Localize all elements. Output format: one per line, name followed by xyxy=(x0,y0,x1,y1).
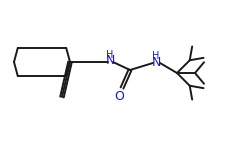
Text: H: H xyxy=(106,50,114,60)
Text: N: N xyxy=(105,55,115,68)
Text: N: N xyxy=(151,56,161,68)
Text: O: O xyxy=(114,90,124,104)
Text: H: H xyxy=(152,51,160,61)
